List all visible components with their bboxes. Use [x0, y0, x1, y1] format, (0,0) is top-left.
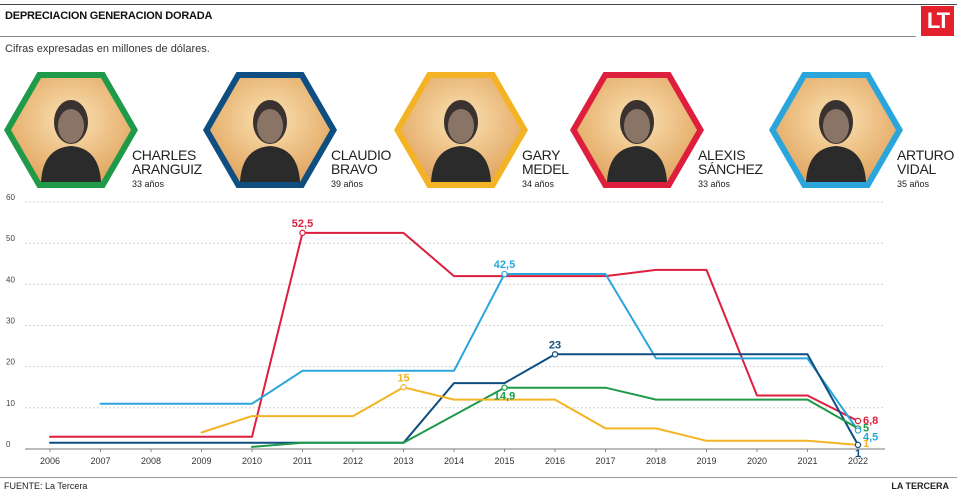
- player-last-name: BRAVO: [331, 161, 378, 177]
- x-tick-label: 2018: [646, 456, 666, 466]
- y-tick-label: 50: [6, 234, 15, 243]
- player-age: 33 años: [698, 179, 731, 189]
- data-point-marker: [299, 229, 306, 237]
- data-label: 6,8: [863, 415, 878, 427]
- x-tick-label: 2009: [191, 456, 211, 466]
- x-tick-label: 2022: [848, 456, 868, 466]
- player-last-name: VIDAL: [897, 161, 936, 177]
- player-name: CLAUDIO BRAVO: [331, 148, 391, 176]
- data-point-marker: [501, 270, 508, 278]
- data-point-marker: [551, 351, 559, 358]
- x-tick-label: 2014: [444, 456, 464, 466]
- data-label: 23: [549, 339, 561, 351]
- player-name: GARY MEDEL: [522, 148, 569, 176]
- player-photo-hexagon: [203, 71, 337, 189]
- data-label: 52,5: [292, 218, 313, 230]
- data-point-marker: [854, 427, 862, 434]
- data-point-marker: [400, 384, 407, 391]
- data-label: 4,5: [863, 431, 878, 443]
- y-tick-label: 20: [6, 358, 15, 367]
- y-tick-label: 60: [6, 193, 15, 202]
- player-age: 34 años: [522, 179, 555, 189]
- player-last-name: SÁNCHEZ: [698, 161, 763, 177]
- player-last-name: ARANGUIZ: [132, 161, 202, 177]
- series-line: [99, 273, 859, 432]
- player-card: GARY MEDEL 34 años: [393, 70, 623, 195]
- data-label: 42,5: [494, 259, 515, 271]
- y-tick-label: 30: [6, 317, 15, 326]
- x-tick-label: 2020: [747, 456, 767, 466]
- x-tick-label: 2012: [343, 456, 363, 466]
- series-line: [200, 386, 859, 446]
- source-note: FUENTE: La Tercera: [4, 481, 88, 491]
- data-label: 1: [855, 448, 861, 460]
- player-name: CHARLES ARANGUIZ: [132, 148, 202, 176]
- data-label: 5: [863, 422, 869, 434]
- data-point-marker: [501, 384, 508, 391]
- chart-subtitle: Cifras expresadas en millones de dólares…: [5, 43, 210, 55]
- player-first-name: ALEXIS: [698, 147, 746, 163]
- x-tick-label: 2017: [595, 456, 615, 466]
- player-card: ALEXIS SÁNCHEZ 33 años: [569, 70, 799, 195]
- footer-divider: [0, 477, 957, 478]
- y-tick-label: 40: [6, 275, 15, 284]
- line-chart: 0 10 20 30 40 50 60 2006 2007 2008 2009 2010 2011 201…: [6, 193, 885, 466]
- player-portrait-icon: [41, 100, 101, 182]
- x-tick-label: 2011: [293, 456, 312, 466]
- player-photo-hexagon: [394, 71, 528, 189]
- title-divider: [0, 36, 916, 37]
- chart-title: DEPRECIACION GENERACION DORADA: [5, 10, 213, 22]
- x-tick-label: 2010: [242, 456, 262, 466]
- player-photo-hexagon: [4, 71, 138, 189]
- series-line: [49, 231, 859, 438]
- player-card: ARTURO VIDAL 35 años: [768, 70, 957, 195]
- player-portrait-icon: [806, 100, 866, 182]
- player-portrait-icon: [240, 100, 300, 182]
- la-tercera-logo: LT: [921, 6, 954, 36]
- player-photo-hexagon: [769, 71, 903, 189]
- player-photo-hexagon: [570, 71, 704, 189]
- series-line: [251, 386, 859, 448]
- player-last-name: MEDEL: [522, 161, 569, 177]
- x-tick-label: 2013: [393, 456, 413, 466]
- player-portrait-icon: [607, 100, 667, 182]
- player-first-name: CLAUDIO: [331, 147, 392, 163]
- player-card: CLAUDIO BRAVO 39 años: [202, 70, 432, 195]
- top-rule: [0, 4, 957, 5]
- y-tick-label: 10: [6, 399, 15, 408]
- x-tick-label: 2021: [797, 456, 817, 466]
- data-point-marker: [854, 441, 862, 449]
- data-label: 1: [863, 438, 869, 450]
- player-first-name: CHARLES: [132, 147, 197, 163]
- x-tick-label: 2008: [141, 456, 161, 466]
- data-point-marker: [854, 417, 862, 425]
- x-tick-label: 2007: [90, 456, 110, 466]
- x-tick-label: 2015: [494, 456, 514, 466]
- data-label: 14,9: [494, 391, 515, 403]
- data-label: 15: [397, 372, 409, 384]
- player-age: 33 años: [132, 179, 165, 189]
- x-tick-label: 2019: [696, 456, 716, 466]
- x-tick-label: 2016: [545, 456, 565, 466]
- player-portrait-icon: [431, 100, 491, 182]
- player-first-name: GARY: [522, 147, 561, 163]
- y-tick-label: 0: [6, 440, 11, 449]
- player-age: 35 años: [897, 179, 930, 189]
- x-tick-label: 2006: [40, 456, 60, 466]
- footer-brand: LA TERCERA: [891, 481, 949, 491]
- player-first-name: ARTURO: [897, 147, 955, 163]
- player-card: CHARLES ARANGUIZ 33 años: [3, 70, 233, 195]
- player-name: ALEXIS SÁNCHEZ: [698, 148, 763, 176]
- player-name: ARTURO VIDAL: [897, 148, 954, 176]
- player-age: 39 años: [331, 179, 364, 189]
